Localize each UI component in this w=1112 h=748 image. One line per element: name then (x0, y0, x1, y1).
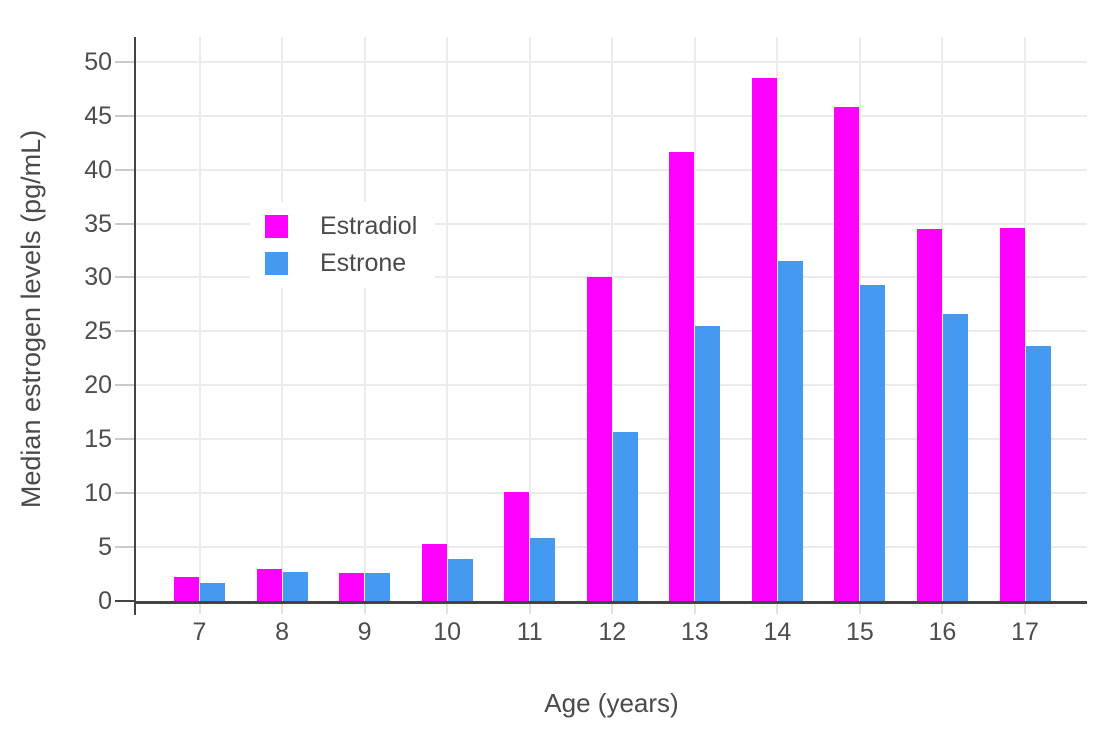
y-tick-label: 40 (84, 155, 112, 184)
x-gridline (693, 37, 696, 601)
x-axis-tick (363, 603, 366, 614)
bar-estradiol-age-12 (586, 277, 612, 601)
x-tick-label: 16 (928, 618, 957, 646)
y-axis-tick (115, 114, 134, 117)
x-axis-tick (198, 603, 201, 614)
x-tick-label: 10 (433, 618, 462, 646)
y-axis-tick (115, 438, 134, 441)
x-axis-tick (446, 603, 449, 614)
x-gridline (198, 37, 201, 601)
x-axis-tick (1024, 603, 1026, 614)
x-gridline (446, 37, 449, 601)
x-axis-line (133, 601, 1087, 604)
x-tick-label: 11 (516, 618, 543, 646)
y-axis-line (133, 37, 136, 615)
bar-estradiol-age-13 (669, 152, 695, 601)
x-tick-label: 7 (192, 618, 207, 646)
y-axis-tick (115, 222, 134, 225)
y-axis-tick (115, 276, 134, 279)
legend: Estradiol Estrone (250, 202, 436, 288)
bar-estradiol-age-8 (256, 568, 282, 601)
x-gridline (363, 37, 366, 601)
y-axis-tick (115, 546, 134, 549)
y-axis-tick (115, 330, 134, 333)
bar-estradiol-age-17 (999, 227, 1025, 601)
x-gridline (528, 37, 531, 601)
x-gridline (611, 37, 614, 601)
x-tick-label: 13 (680, 618, 709, 646)
x-tick-label: 12 (598, 618, 627, 646)
bar-estradiol-age-15 (834, 107, 860, 601)
legend-label: Estradiol (320, 212, 418, 240)
x-gridline (776, 37, 779, 601)
y-tick-label: 45 (84, 101, 112, 130)
x-tick-label: 8 (275, 618, 289, 646)
y-tick-label: 15 (84, 425, 112, 454)
bar-estrone-age-16 (942, 314, 968, 601)
y-tick-label: 20 (84, 371, 112, 400)
y-axis-tick (115, 600, 134, 602)
x-axis-tick (528, 603, 531, 614)
x-tick-label: 15 (845, 618, 874, 646)
x-axis-tick (776, 603, 779, 614)
bar-estrone-age-9 (365, 572, 391, 601)
legend-swatch-estradiol (265, 215, 288, 238)
bar-estrone-age-7 (200, 582, 225, 601)
bar-estradiol-age-10 (421, 543, 447, 601)
legend-item-estradiol: Estradiol (265, 212, 418, 240)
x-axis-tick (858, 603, 861, 614)
bar-estrone-age-10 (447, 558, 473, 601)
bar-estradiol-age-14 (751, 77, 777, 601)
x-gridline (281, 37, 284, 601)
x-axis-tick (693, 603, 696, 614)
bar-estrone-age-8 (282, 571, 308, 601)
bar-estrone-age-17 (1025, 346, 1051, 601)
bar-estrone-age-13 (695, 326, 721, 601)
y-axis-title: Median estrogen levels (pg/mL) (16, 129, 46, 509)
x-axis-tick (941, 603, 944, 614)
x-gridline (1024, 37, 1026, 601)
bar-estradiol-age-9 (339, 572, 365, 601)
legend-item-estrone: Estrone (265, 249, 417, 277)
x-gridline (941, 37, 944, 601)
bar-estradiol-age-16 (916, 228, 942, 601)
y-axis-tick (115, 60, 134, 63)
legend-label: Estrone (320, 249, 407, 277)
x-tick-label: 14 (763, 618, 792, 646)
x-tick-label: 9 (357, 618, 372, 646)
y-tick-label: 5 (98, 533, 112, 562)
y-axis-tick (115, 492, 134, 495)
y-tick-label: 35 (84, 209, 112, 238)
y-tick-label: 25 (84, 317, 112, 346)
x-tick-label: 17 (1011, 618, 1039, 646)
bar-estrone-age-14 (777, 261, 803, 601)
bar-estradiol-age-11 (504, 492, 530, 601)
bar-estrone-age-12 (612, 431, 638, 601)
bar-estrone-age-11 (530, 538, 556, 601)
x-gridline (858, 37, 861, 601)
x-axis-tick (611, 603, 614, 614)
bar-estrone-age-15 (860, 285, 886, 601)
legend-swatch-estrone (265, 252, 288, 275)
y-tick-label: 50 (84, 47, 112, 76)
y-tick-label: 10 (84, 479, 112, 508)
x-axis-tick (281, 603, 284, 614)
y-tick-label: 0 (98, 587, 112, 615)
x-axis-title: Age (years) (544, 688, 679, 718)
y-axis-tick (115, 384, 134, 387)
y-tick-label: 30 (84, 263, 112, 292)
y-axis-tick (115, 168, 134, 171)
bar-estradiol-age-7 (174, 577, 199, 601)
